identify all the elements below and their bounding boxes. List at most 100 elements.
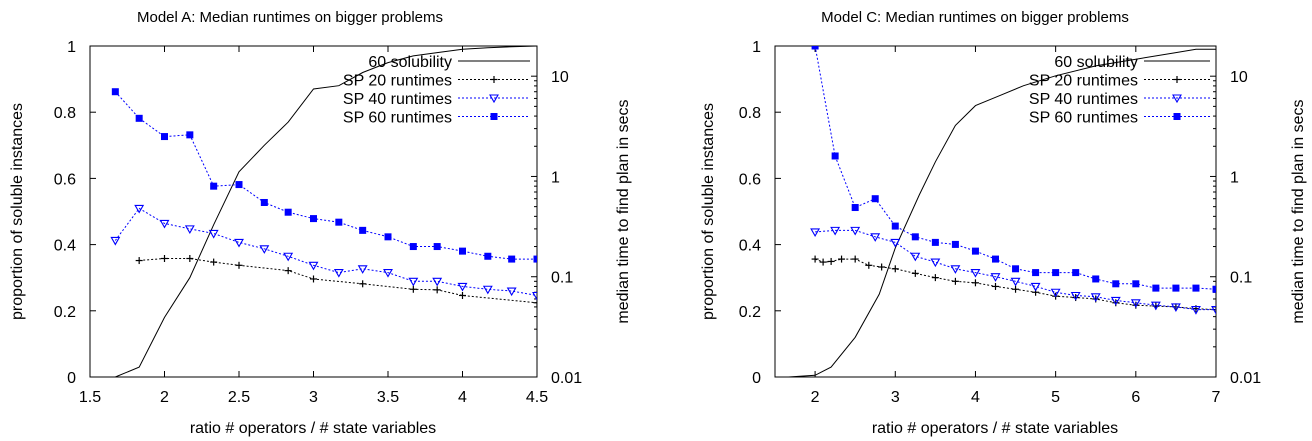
x-axis-label: ratio # operators / # state variables: [190, 420, 436, 437]
data-point: [482, 285, 493, 295]
legend-label: SP 20 runtimes: [343, 73, 452, 90]
data-point: [1050, 288, 1061, 298]
legend-marker: [490, 113, 498, 120]
series-line: [114, 207, 537, 296]
data-point: [409, 243, 417, 251]
data-point: [870, 233, 881, 242]
y2-tick-label: 10: [1230, 69, 1248, 86]
data-point: [911, 269, 919, 277]
data-point: [850, 226, 861, 236]
x-tick-label: 2: [160, 389, 169, 406]
data-point: [951, 240, 959, 248]
data-point: [971, 279, 979, 287]
data-point: [459, 291, 466, 299]
data-point: [970, 269, 981, 278]
data-point: [1212, 285, 1216, 293]
data-point: [134, 204, 145, 214]
data-point: [878, 263, 886, 271]
x-tick-label: 4.5: [526, 389, 548, 406]
data-point: [1130, 299, 1141, 308]
plot-frame: [89, 45, 538, 378]
legend-entry: 60 solubility: [1054, 54, 1210, 71]
data-point: [359, 280, 367, 288]
data-point: [408, 277, 419, 287]
data-point: [186, 131, 194, 139]
data-point: [533, 299, 537, 307]
y-axis-label: proportion of soluble instances: [700, 103, 717, 320]
legend-label: SP 60 runtimes: [1029, 110, 1138, 127]
data-point: [383, 269, 393, 278]
data-point: [457, 282, 468, 292]
data-point: [1132, 280, 1140, 288]
data-point: [992, 255, 999, 263]
data-point: [1191, 306, 1201, 315]
data-point: [950, 265, 961, 274]
data-point: [1010, 277, 1021, 287]
legend-entry: SP 40 runtimes: [343, 91, 530, 108]
y-tick-label: 0: [752, 370, 761, 387]
y2-tick-label: 0.1: [551, 270, 573, 287]
y2-tick-label: 0.01: [1230, 370, 1261, 387]
y2-axis-label: median time to find plan in secs: [615, 99, 632, 323]
data-point: [284, 208, 292, 216]
legend-entry: SP 60 runtimes: [343, 110, 530, 127]
plot-frame: [774, 45, 1217, 378]
data-point: [208, 229, 219, 239]
data-point: [111, 88, 119, 96]
data-point: [1150, 301, 1161, 311]
y-tick-label: 0.2: [54, 304, 76, 321]
data-point: [533, 255, 537, 263]
data-point: [1211, 306, 1216, 315]
y-tick-label: 0.2: [739, 304, 761, 321]
x-tick-label: 4: [971, 389, 980, 406]
data-point: [210, 182, 218, 190]
data-point: [259, 245, 270, 254]
y-axis-label: proportion of soluble instances: [9, 103, 26, 320]
legend-marker: [1173, 76, 1181, 83]
x-tick-label: 1.5: [79, 389, 101, 406]
data-point: [508, 255, 516, 263]
data-point: [851, 204, 859, 212]
data-point: [357, 265, 368, 274]
data-point: [161, 254, 168, 262]
x-tick-label: 5: [1051, 389, 1060, 406]
data-point: [1072, 269, 1080, 277]
x-tick-label: 2: [811, 389, 820, 406]
legend-entry: SP 20 runtimes: [343, 73, 530, 90]
data-point: [830, 226, 841, 236]
data-point: [135, 257, 143, 265]
data-point: [234, 238, 244, 248]
data-point: [210, 258, 218, 266]
x-tick-label: 3.5: [377, 389, 399, 406]
y-tick-label: 0.4: [54, 238, 76, 255]
series-sp-40-runtimes: [110, 204, 537, 301]
data-point: [506, 287, 517, 297]
data-point: [891, 265, 899, 273]
data-point: [459, 247, 466, 255]
x-tick-label: 2.5: [228, 389, 250, 406]
data-point: [1112, 280, 1120, 288]
chart-title: Model A: Median runtimes on bigger probl…: [137, 9, 443, 26]
x-tick-label: 6: [1131, 389, 1140, 406]
y-tick-label: 0.8: [54, 105, 76, 122]
data-point: [871, 195, 879, 203]
series-60-solubility: [788, 48, 1216, 377]
data-point: [260, 198, 268, 206]
legend-entry: 60 solubility: [368, 54, 530, 71]
data-point: [110, 236, 121, 246]
legend-marker: [1173, 113, 1181, 120]
chart-model-c: Model C: Median runtimes on bigger probl…: [700, 9, 1307, 437]
data-point: [1070, 291, 1081, 301]
data-point: [811, 46, 819, 50]
data-point: [890, 238, 901, 248]
data-point: [161, 133, 168, 141]
x-axis-label: ratio # operators / # state variables: [872, 420, 1118, 437]
legend-label: 60 solubility: [368, 54, 452, 71]
y-tick-label: 1: [752, 39, 761, 56]
legend-label: SP 40 runtimes: [1029, 91, 1138, 108]
legend-label: SP 60 runtimes: [343, 110, 452, 127]
data-point: [810, 228, 821, 237]
data-point: [135, 114, 143, 122]
legend-marker: [490, 76, 498, 83]
legend-marker: [1172, 94, 1182, 104]
